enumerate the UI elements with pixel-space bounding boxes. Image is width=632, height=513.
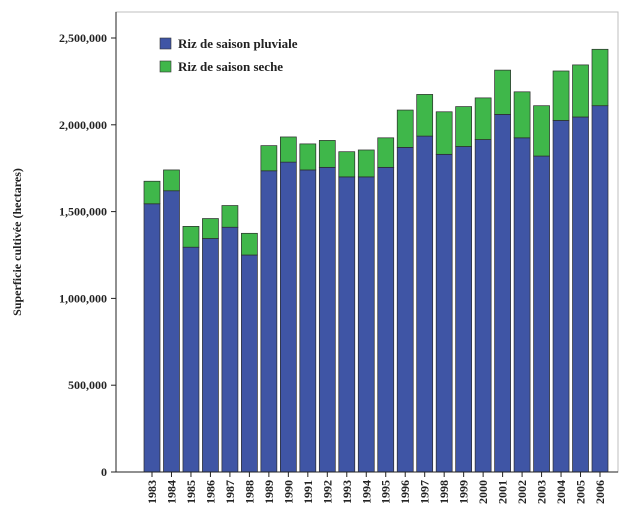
y-axis-title: Superficie cultivée (hectares) xyxy=(10,168,24,316)
x-tick-label-1986: 1986 xyxy=(203,480,217,504)
bar-riz-de-saison-pluviale-1994 xyxy=(357,176,375,473)
x-tick-label-2005: 2005 xyxy=(574,480,588,504)
bar-riz-de-saison-pluviale-1983 xyxy=(143,203,161,473)
y-tick-label: 2,000,000 xyxy=(59,118,107,132)
bar-riz-de-saison-pluviale-1985 xyxy=(182,246,200,473)
bar-riz-de-saison-pluviale-1990 xyxy=(279,161,297,473)
bar-riz-de-saison-pluviale-1984 xyxy=(163,190,180,473)
legend: Riz de saison pluviale Riz de saison sec… xyxy=(159,36,298,74)
y-tick-label: 1,000,000 xyxy=(59,291,107,305)
x-tick-label-1991: 1991 xyxy=(301,480,315,504)
bar-riz-de-saison-seche-1996 xyxy=(396,109,414,148)
bar-riz-de-saison-seche-1998 xyxy=(435,111,453,155)
legend-swatch-riz-de-saison-seche xyxy=(159,60,172,73)
x-tick-label-1990: 1990 xyxy=(281,480,295,504)
bar-riz-de-saison-seche-2004 xyxy=(552,70,570,121)
bar-riz-de-saison-seche-2003 xyxy=(533,105,550,157)
bar-riz-de-saison-seche-1986 xyxy=(202,218,219,239)
y-tick-label: 500,000 xyxy=(68,378,107,392)
bar-riz-de-saison-pluviale-2002 xyxy=(513,137,531,473)
x-tick-label-1989: 1989 xyxy=(262,480,276,504)
x-tick-label-2004: 2004 xyxy=(554,480,568,504)
x-tick-label-1993: 1993 xyxy=(340,480,354,504)
bar-riz-de-saison-seche-1989 xyxy=(260,145,278,172)
bar-riz-de-saison-seche-1993 xyxy=(338,151,356,178)
x-tick-label-1994: 1994 xyxy=(359,480,373,504)
bar-riz-de-saison-seche-1987 xyxy=(221,205,239,228)
bar-riz-de-saison-seche-1990 xyxy=(279,136,297,163)
bar-riz-de-saison-seche-2000 xyxy=(474,97,492,140)
bar-riz-de-saison-seche-1994 xyxy=(357,149,375,178)
bar-riz-de-saison-pluviale-2005 xyxy=(572,116,589,473)
x-tick-label-1998: 1998 xyxy=(437,480,451,504)
y-tick-label: 0 xyxy=(101,465,107,479)
x-tick-label-2000: 2000 xyxy=(476,480,490,504)
bar-riz-de-saison-seche-1999 xyxy=(455,106,473,147)
bar-riz-de-saison-pluviale-2003 xyxy=(533,155,550,473)
bar-riz-de-saison-seche-1995 xyxy=(377,137,395,168)
bar-riz-de-saison-seche-1983 xyxy=(143,180,161,205)
bar-riz-de-saison-pluviale-1991 xyxy=(299,169,317,473)
x-tick-label-1999: 1999 xyxy=(457,480,471,504)
legend-label-riz-de-saison-pluviale: Riz de saison pluviale xyxy=(178,36,298,51)
bar-riz-de-saison-pluviale-1993 xyxy=(338,176,356,473)
bar-riz-de-saison-pluviale-1992 xyxy=(318,166,336,473)
bar-riz-de-saison-seche-2002 xyxy=(513,91,531,139)
x-tick-label-1983: 1983 xyxy=(145,480,159,504)
x-tick-label-1996: 1996 xyxy=(398,480,412,504)
bar-riz-de-saison-seche-1997 xyxy=(416,94,434,137)
x-tick-label-1992: 1992 xyxy=(320,480,334,504)
legend-swatch-riz-de-saison-pluviale xyxy=(159,37,172,50)
x-tick-label-1985: 1985 xyxy=(184,480,198,504)
bar-riz-de-saison-seche-1991 xyxy=(299,143,317,171)
bar-riz-de-saison-pluviale-2000 xyxy=(474,139,492,473)
bar-riz-de-saison-pluviale-2004 xyxy=(552,120,570,473)
x-tick-label-1987: 1987 xyxy=(223,480,237,504)
y-axis: 0 500,000 1,000,000 1,500,000 2,000,000 2,500… xyxy=(59,12,117,479)
bar-riz-de-saison-seche-1992 xyxy=(318,140,336,168)
bar-riz-de-saison-seche-2005 xyxy=(572,64,589,118)
bar-riz-de-saison-pluviale-1987 xyxy=(221,226,239,473)
bar-riz-de-saison-pluviale-1995 xyxy=(377,166,395,473)
x-tick-label-2006: 2006 xyxy=(593,480,607,504)
bar-riz-de-saison-seche-2006 xyxy=(591,48,609,107)
bar-riz-de-saison-seche-1984 xyxy=(163,169,180,192)
y-tick-label: 2,500,000 xyxy=(59,31,107,45)
x-tick-label-1997: 1997 xyxy=(418,480,432,504)
x-axis: 1983 1984 1985 1986 1987 1988 1989 1990 1991 1992… xyxy=(116,471,618,504)
bar-riz-de-saison-pluviale-2001 xyxy=(494,114,511,473)
bar-riz-de-saison-seche-1985 xyxy=(182,226,200,248)
bar-riz-de-saison-seche-1988 xyxy=(241,232,258,256)
bar-riz-de-saison-pluviale-1986 xyxy=(202,238,219,473)
bar-riz-de-saison-pluviale-1998 xyxy=(435,153,453,473)
x-tick-label-2002: 2002 xyxy=(515,480,529,504)
legend-label-riz-de-saison-seche: Riz de saison seche xyxy=(178,59,283,74)
bar-riz-de-saison-seche-2001 xyxy=(494,69,511,115)
bar-riz-de-saison-pluviale-1996 xyxy=(396,147,414,473)
bar-riz-de-saison-pluviale-1999 xyxy=(455,146,473,473)
bar-riz-de-saison-pluviale-1997 xyxy=(416,135,434,473)
bar-riz-de-saison-pluviale-2006 xyxy=(591,105,609,473)
x-tick-label-1995: 1995 xyxy=(379,480,393,504)
bar-riz-de-saison-pluviale-1988 xyxy=(241,254,258,473)
x-tick-label-2001: 2001 xyxy=(496,480,510,504)
x-tick-label-2003: 2003 xyxy=(535,480,549,504)
y-tick-label: 1,500,000 xyxy=(59,205,107,219)
x-tick-label-1988: 1988 xyxy=(242,480,256,504)
bar-riz-de-saison-pluviale-1989 xyxy=(260,170,278,473)
x-tick-label-1984: 1984 xyxy=(164,480,178,504)
